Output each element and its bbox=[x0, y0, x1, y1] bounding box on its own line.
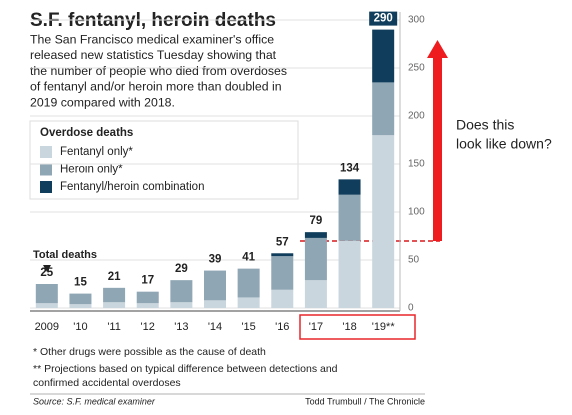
total-label-bg bbox=[369, 11, 398, 26]
y-tick-label: 250 bbox=[408, 63, 425, 74]
bar-segment bbox=[204, 270, 226, 301]
highlight-box bbox=[299, 314, 416, 340]
footnote: * Other drugs were possible as the cause… bbox=[33, 346, 266, 358]
bar-segment bbox=[103, 287, 126, 303]
bar-segment bbox=[271, 253, 294, 257]
x-tick-label: '12 bbox=[141, 321, 155, 333]
subtitle-line: released new statistics Tuesday showing … bbox=[30, 48, 277, 62]
bar-segment bbox=[237, 297, 260, 308]
total-label: 25 bbox=[40, 267, 53, 279]
bar-segment bbox=[136, 303, 159, 308]
total-label: 79 bbox=[310, 215, 323, 227]
bar-segment bbox=[304, 232, 327, 238]
total-label: 39 bbox=[209, 254, 222, 266]
arrow-shaft bbox=[433, 56, 442, 241]
y-tick-label: 0 bbox=[408, 303, 414, 314]
total-label: 29 bbox=[175, 263, 188, 275]
source: Source: S.F. medical examiner bbox=[33, 396, 156, 406]
x-tick-label: '14 bbox=[208, 321, 222, 333]
legend-swatch bbox=[40, 181, 52, 193]
legend-swatch bbox=[40, 163, 52, 176]
total-label: 17 bbox=[141, 275, 154, 287]
legend-box bbox=[29, 120, 299, 200]
footnote: confirmed accidental overdoses bbox=[33, 377, 181, 389]
x-tick-label: '15 bbox=[241, 321, 255, 333]
bar-segment bbox=[35, 303, 58, 308]
x-tick-label: '19** bbox=[372, 321, 396, 333]
totals-pointer bbox=[43, 265, 51, 272]
subtitle-line: 2019 compared with 2018. bbox=[30, 95, 175, 109]
total-label: 15 bbox=[74, 277, 87, 289]
bar-segment bbox=[170, 302, 193, 308]
subtitle-line: the number of people who died from overd… bbox=[30, 64, 287, 78]
arrow-head bbox=[427, 40, 448, 58]
bar-segment bbox=[136, 291, 159, 304]
legend-swatch bbox=[40, 146, 52, 158]
bar-segment bbox=[69, 293, 92, 305]
bar-segment bbox=[271, 289, 294, 308]
bar-segment bbox=[170, 280, 193, 303]
bar-segment bbox=[304, 280, 327, 308]
bar-segment bbox=[338, 179, 361, 195]
legend-label: Heroin only* bbox=[60, 164, 123, 176]
y-tick-label: 300 bbox=[408, 15, 425, 26]
total-label: 21 bbox=[108, 271, 121, 283]
bar-segment bbox=[103, 302, 126, 308]
total-label: 41 bbox=[242, 252, 255, 264]
subtitle-line: The San Francisco medical examiner's off… bbox=[30, 32, 274, 46]
bar-segment bbox=[372, 135, 395, 308]
x-tick-label: '16 bbox=[275, 321, 289, 333]
y-tick-label: 50 bbox=[408, 255, 420, 266]
bar-segment bbox=[372, 82, 395, 136]
total-label: 57 bbox=[276, 236, 289, 248]
credit: Todd Trumbull / The Chronicle bbox=[305, 396, 425, 406]
footnote: ** Projections based on typical differen… bbox=[33, 363, 338, 375]
annotation: look like down? bbox=[456, 136, 552, 152]
annotation: Does this bbox=[456, 117, 514, 133]
y-tick-label: 200 bbox=[408, 111, 425, 122]
x-tick-label: '11 bbox=[107, 321, 121, 333]
x-tick-label: '18 bbox=[342, 321, 356, 333]
bar-segment bbox=[372, 29, 395, 83]
bar-segment bbox=[69, 304, 92, 308]
x-tick-label: '17 bbox=[309, 321, 323, 333]
bar-segment bbox=[204, 300, 226, 308]
subtitle-line: of fentanyl and/or heroin more than doub… bbox=[30, 80, 282, 94]
bar-segment bbox=[338, 194, 361, 241]
bar-segment bbox=[304, 237, 327, 281]
x-tick-label: '10 bbox=[73, 321, 87, 333]
bar-segment bbox=[271, 256, 294, 290]
totals-label: Total deaths bbox=[33, 249, 97, 261]
total-label: 134 bbox=[340, 162, 360, 174]
legend-label: Fentanyl/heroin combination bbox=[60, 181, 204, 193]
x-tick-label: 2009 bbox=[35, 321, 59, 333]
chart-title: S.F. fentanyl, heroin deaths bbox=[30, 10, 276, 31]
x-tick-label: '13 bbox=[174, 321, 188, 333]
y-tick-label: 150 bbox=[408, 159, 425, 170]
legend-title: Overdose deaths bbox=[40, 127, 133, 139]
total-label: 290 bbox=[374, 13, 393, 25]
bar-segment bbox=[338, 240, 361, 308]
legend-label: Fentanyl only* bbox=[60, 146, 133, 158]
bar-segment bbox=[35, 284, 58, 304]
y-tick-label: 100 bbox=[408, 207, 425, 218]
bar-segment bbox=[237, 268, 260, 298]
